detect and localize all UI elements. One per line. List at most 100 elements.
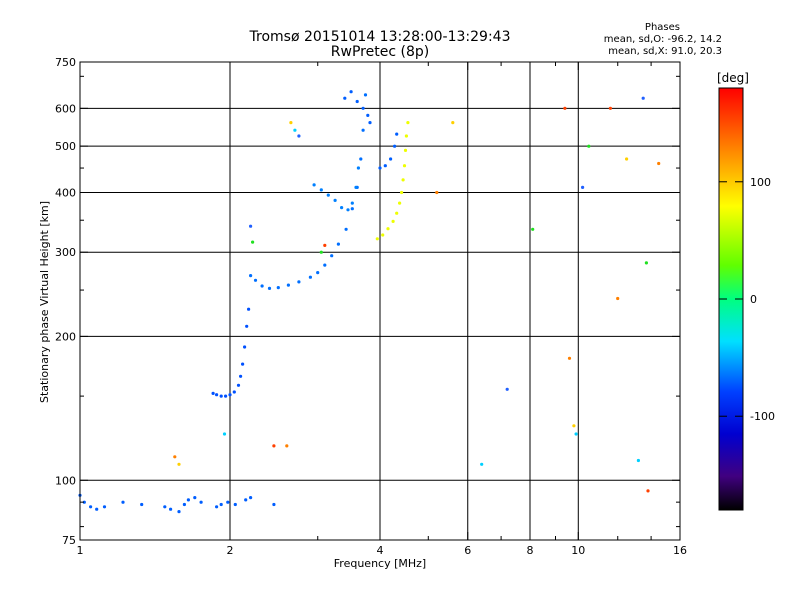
data-point bbox=[219, 394, 223, 398]
data-point bbox=[336, 242, 340, 246]
x-axis-label: Frequency [MHz] bbox=[334, 557, 426, 570]
data-points bbox=[78, 90, 661, 514]
y-tick-label: 600 bbox=[55, 102, 76, 115]
data-point bbox=[567, 356, 572, 360]
data-point bbox=[389, 157, 393, 161]
data-point bbox=[285, 444, 289, 448]
data-point bbox=[400, 190, 404, 195]
data-point bbox=[378, 166, 382, 170]
y-tick-label: 750 bbox=[55, 56, 76, 69]
data-point bbox=[350, 201, 354, 205]
data-point bbox=[381, 233, 385, 237]
y-tick-label: 400 bbox=[55, 186, 76, 199]
data-point bbox=[608, 106, 613, 110]
data-point bbox=[330, 254, 334, 258]
data-point bbox=[247, 307, 251, 311]
data-point bbox=[480, 462, 484, 466]
y-tick-label: 500 bbox=[55, 140, 76, 153]
data-point bbox=[272, 444, 276, 448]
data-point bbox=[219, 502, 223, 507]
data-point bbox=[402, 164, 407, 168]
data-point bbox=[243, 345, 247, 349]
data-point bbox=[355, 99, 359, 104]
data-point bbox=[102, 505, 107, 509]
colorbar-tick-label: 100 bbox=[750, 176, 771, 189]
phase-stats-o-mode: mean, sd,O: -96.2, 14.2 bbox=[604, 34, 722, 45]
data-point bbox=[272, 502, 276, 507]
data-point bbox=[241, 362, 245, 366]
y-tick-label: 200 bbox=[55, 330, 76, 343]
data-point bbox=[233, 502, 237, 507]
data-point bbox=[236, 383, 241, 387]
data-point bbox=[182, 502, 186, 507]
y-axis-label: Stationary phase Virtual Height [km] bbox=[38, 201, 51, 403]
data-point bbox=[361, 128, 365, 132]
data-point bbox=[289, 121, 293, 125]
data-point bbox=[349, 90, 353, 94]
data-point bbox=[563, 106, 567, 110]
data-point bbox=[395, 132, 399, 136]
x-tick-label: 16 bbox=[673, 544, 687, 557]
data-point bbox=[121, 500, 125, 504]
axes: 1 2 4 6 8 10 16 75 100 200 300 400 500 600 750 bbox=[55, 56, 687, 557]
data-point bbox=[297, 280, 301, 284]
data-point bbox=[293, 128, 297, 132]
x-tick-label: 4 bbox=[377, 544, 384, 557]
data-point bbox=[572, 424, 576, 428]
data-point bbox=[193, 496, 197, 500]
colorbar-label: [deg] bbox=[717, 71, 749, 85]
data-point bbox=[505, 387, 509, 391]
data-point bbox=[169, 507, 173, 511]
phase-stats-x-mode: mean, sd,X: 91.0, 20.3 bbox=[608, 46, 722, 57]
data-point bbox=[199, 500, 203, 504]
data-point bbox=[657, 161, 661, 166]
data-point bbox=[245, 324, 249, 328]
chart-subtitle: RwPretec (8p) bbox=[331, 44, 429, 60]
data-point bbox=[177, 510, 181, 514]
data-point bbox=[297, 134, 301, 138]
data-point bbox=[177, 462, 181, 466]
data-point bbox=[386, 227, 390, 231]
data-point bbox=[401, 178, 405, 182]
data-point bbox=[391, 219, 395, 223]
data-point bbox=[239, 374, 243, 378]
data-point bbox=[404, 134, 408, 138]
data-point bbox=[646, 489, 650, 493]
x-tick-label: 2 bbox=[227, 544, 234, 557]
data-point bbox=[249, 224, 253, 228]
data-point bbox=[363, 93, 368, 97]
y-tick-label: 100 bbox=[55, 474, 76, 487]
colorbar-ticks: 100 0 -100 bbox=[719, 176, 775, 423]
data-point bbox=[406, 121, 410, 125]
chart-title: Tromsø 20151014 13:28:00-13:29:43 bbox=[249, 29, 511, 45]
data-point bbox=[186, 498, 190, 502]
data-point bbox=[383, 164, 387, 168]
data-point bbox=[276, 286, 280, 290]
data-point bbox=[625, 157, 629, 161]
data-point bbox=[398, 201, 402, 205]
data-point bbox=[286, 283, 290, 287]
x-tick-label: 1 bbox=[77, 544, 84, 557]
data-point bbox=[228, 393, 232, 397]
data-point bbox=[323, 263, 327, 267]
data-point bbox=[343, 96, 347, 100]
x-tick-label: 6 bbox=[464, 544, 471, 557]
data-point bbox=[319, 250, 323, 254]
colorbar-tick-label: 0 bbox=[750, 293, 757, 306]
data-point bbox=[644, 261, 649, 265]
colorbar-tick-label: -100 bbox=[750, 410, 775, 423]
data-point bbox=[354, 185, 358, 189]
data-point bbox=[95, 507, 99, 511]
data-point bbox=[395, 211, 399, 215]
data-point bbox=[435, 190, 439, 195]
data-point bbox=[308, 275, 312, 279]
data-point bbox=[574, 432, 578, 436]
data-point bbox=[323, 243, 327, 247]
data-point bbox=[587, 144, 591, 148]
data-point bbox=[226, 500, 230, 504]
data-point bbox=[215, 505, 219, 509]
data-point bbox=[350, 207, 354, 211]
data-point bbox=[251, 240, 255, 244]
data-point bbox=[267, 286, 272, 290]
